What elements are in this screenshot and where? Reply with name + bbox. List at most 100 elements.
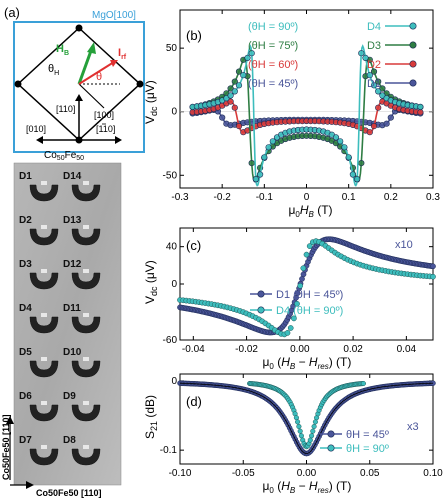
data-point [362,54,369,62]
device-contact [41,181,47,185]
y-tick-label: 0 [171,107,177,118]
data-point-d4 [297,282,304,289]
data-point-d1 [430,263,436,270]
data-point [223,95,230,102]
data-point [227,92,234,99]
data-point [375,104,382,111]
corner-dot-top [75,24,83,32]
data-point [341,144,348,151]
arrowhead [115,136,122,144]
data-point [231,104,238,111]
panel-d-xlabel: μ0 (HB − Hres) (T) [263,479,352,495]
y-tick-label: -0.1 [160,445,178,456]
data-point [345,154,352,161]
data-point [332,134,340,141]
device-contact [83,401,89,405]
data-point-90 [295,419,301,425]
device-electrode [29,404,59,422]
data-point [375,78,382,85]
data-point [366,72,373,79]
legend-label: θH = 90º [346,443,389,455]
y-tick-label: 0 [171,376,177,387]
legend-label: D4 [367,21,381,33]
data-point [417,103,424,110]
data-point-90 [310,428,316,434]
dir-1-10-label: [110] [96,124,115,134]
legend-marker [409,22,417,30]
panel-c-chart: -0.04 -0.02 0.00 0.02 0.04 -60 0 40 (c) x10 Vdc (μ… [143,227,436,371]
data-point [248,160,255,167]
legend-label: D2 [367,59,381,71]
data-point [261,154,268,161]
device-contact [83,225,89,229]
data-point [231,78,238,85]
hb-arrowhead [87,42,96,54]
device-contact [41,401,47,405]
data-point-d4 [294,300,300,307]
device-label: D2 [19,215,32,226]
data-point [370,82,378,89]
cofe-label: Co50Fe50 [44,150,84,162]
data-point [235,68,243,75]
x-tick-label: -0.1 [256,192,274,203]
x-tick-label: 0.1 [342,192,356,203]
x-tick-label: 0.04 [397,344,417,355]
legend-marker [409,41,417,49]
data-point [387,114,394,121]
device-electrode [71,272,101,290]
plot-frame [179,227,434,341]
device-label: D10 [63,347,82,358]
data-point [379,92,386,99]
arrowhead [75,94,83,101]
legend-marker [257,290,265,298]
arrowhead [26,481,34,489]
device-electrode [71,184,101,202]
device-electrode [29,184,59,202]
x-tick-label: -0.05 [232,468,255,479]
panel-c-label: (c) [186,238,201,253]
y-tick-label: 0 [171,279,177,290]
photo-ylabel: Co50Fe50 [110] [1,414,11,480]
fit-line [180,382,433,455]
x-tick-label: -0.10 [169,468,192,479]
device-electrode [29,448,59,466]
data-point-d4 [300,265,307,272]
device-photo: D1 D14 D2 D13 D3 D12 D4 D11 D5 D10 D6 D9 D7 D8 Co50Fe… [1,162,122,498]
panel-b-label: (b) [186,28,202,43]
legend-marker [327,444,335,452]
device-electrode [71,448,101,466]
legend-marker [257,306,265,314]
data-point [227,98,234,105]
legend-marker [409,79,417,87]
device-contact [41,357,47,361]
data-point-d4 [284,330,291,336]
irf-arrowhead [110,60,118,67]
x-tick-label: -0.3 [171,192,189,203]
axis-arrow-100 [78,83,105,109]
device-label: D8 [63,435,76,446]
hb-label: HB [56,43,69,57]
data-point [370,68,378,75]
data-point [379,85,386,92]
y-tick-label: 40 [166,242,178,253]
dir-100-label: [100] [94,110,114,120]
irf-arrow [78,61,115,85]
data-point [219,114,226,121]
device-electrode [29,360,59,378]
device-label: D3 [19,259,32,270]
data-point-d4 [430,273,436,280]
device-electrode [71,404,101,422]
device-contact [83,357,89,361]
x-tick-label: 0.10 [423,468,443,479]
legend-theta: (θH = 45º) [248,78,298,90]
data-point [370,122,378,130]
device-label: D1 [19,171,32,182]
data-point-90 [296,423,302,430]
device-label: D7 [19,435,32,446]
legend-marker [409,60,417,68]
data-point [269,138,276,145]
device-electrode [71,228,101,246]
data-point [265,144,272,151]
device-electrode [29,272,59,290]
legend-theta: (θH = 90º) [248,21,298,33]
